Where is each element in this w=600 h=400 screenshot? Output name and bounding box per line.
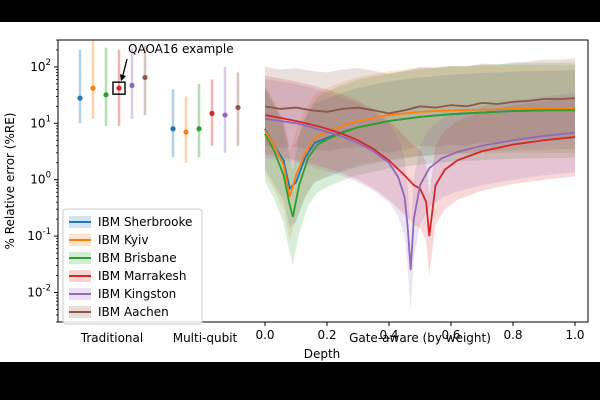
bottom-black-bar — [0, 362, 600, 400]
y-tick-label: 10-1 — [27, 227, 51, 243]
figure-canvas: 10-2 10-1 100 101 102 0.0 0.2 0.4 0.6 0.8 1.0 Tradi… — [0, 22, 600, 362]
x-axis-label: Depth — [304, 347, 341, 361]
point-traditional-ibm-aachen — [142, 74, 148, 81]
line-ibm-brisbane — [264, 109, 575, 218]
plot-data-layer — [77, 40, 576, 310]
y-tick-exponent: 1 — [46, 114, 51, 124]
annotation-text: QAOA16 example — [128, 42, 234, 56]
point-multi-qubit-ibm-kingston — [222, 112, 228, 118]
y-tick-exponent: -2 — [43, 284, 51, 294]
x-tick-label: 0.4 — [379, 328, 398, 342]
line-ibm-aachen — [264, 97, 576, 115]
y-tick-exponent: -1 — [43, 227, 51, 237]
x-tick-label: 1.0 — [565, 328, 584, 342]
legend-label-ibm-marrakesh: IBM Marrakesh — [98, 269, 186, 283]
y-tick-base: 10 — [30, 60, 45, 74]
legend-label-ibm-kingston: IBM Kingston — [98, 287, 176, 301]
plot-frame — [57, 39, 589, 323]
y-tick-label: 100 — [30, 171, 51, 187]
y-tick-label: 102 — [30, 58, 51, 74]
point-traditional-ibm-brisbane — [103, 92, 109, 98]
point-traditional-ibm-kyiv — [90, 85, 96, 91]
point-multi-qubit-ibm-brisbane — [196, 126, 202, 132]
legend-label-ibm-sherbrooke: IBM Sherbrooke — [98, 215, 192, 229]
line-ibm-kyiv — [264, 108, 575, 197]
legend-label-ibm-aachen: IBM Aachen — [98, 305, 169, 319]
top-black-bar — [0, 0, 600, 22]
band-ibm-brisbane — [265, 62, 575, 265]
annotation-box — [112, 81, 126, 95]
point-multi-qubit-ibm-aachen — [235, 104, 241, 111]
point-multi-qubit-ibm-marrakesh — [209, 110, 215, 116]
y-tick-exponent: 2 — [46, 58, 51, 68]
point-multi-qubit-ibm-kyiv — [183, 129, 189, 135]
point-traditional-ibm-marrakesh — [116, 85, 122, 91]
point-traditional-ibm-sherbrooke — [77, 95, 83, 101]
section-label-gate-aware: Gate-aware (by weight) — [349, 331, 491, 345]
line-ibm-marrakesh — [264, 114, 576, 237]
y-tick-base: 10 — [30, 173, 45, 187]
section-label-traditional: Traditional — [80, 331, 143, 345]
y-tick-label: 10-2 — [27, 284, 51, 300]
y-axis-label: % Relative error (%RE) — [3, 113, 17, 250]
y-tick-label: 101 — [30, 114, 51, 130]
x-tick-label: 0.8 — [503, 328, 522, 342]
annotation-arrow-head — [120, 74, 126, 82]
point-multi-qubit-ibm-sherbrooke — [170, 126, 176, 132]
section-label-multi-qubit: Multi-qubit — [173, 331, 238, 345]
y-tick-base: 10 — [27, 286, 42, 300]
y-tick-base: 10 — [27, 229, 42, 243]
legend-label-ibm-brisbane: IBM Brisbane — [98, 251, 177, 265]
legend-box — [62, 208, 203, 325]
x-tick-label: 0.6 — [441, 328, 460, 342]
x-tick-label: 0.2 — [317, 328, 336, 342]
legend-label-ibm-kyiv: IBM Kyiv — [98, 233, 148, 247]
y-tick-base: 10 — [30, 116, 45, 130]
x-tick-label: 0.0 — [255, 328, 274, 342]
y-tick-exponent: 0 — [46, 171, 51, 181]
point-traditional-ibm-kingston — [129, 82, 135, 89]
legend: IBM Sherbrooke IBM Kyiv IBM Brisbane IBM Ma… — [62, 208, 203, 325]
line-ibm-kingston — [264, 117, 576, 271]
